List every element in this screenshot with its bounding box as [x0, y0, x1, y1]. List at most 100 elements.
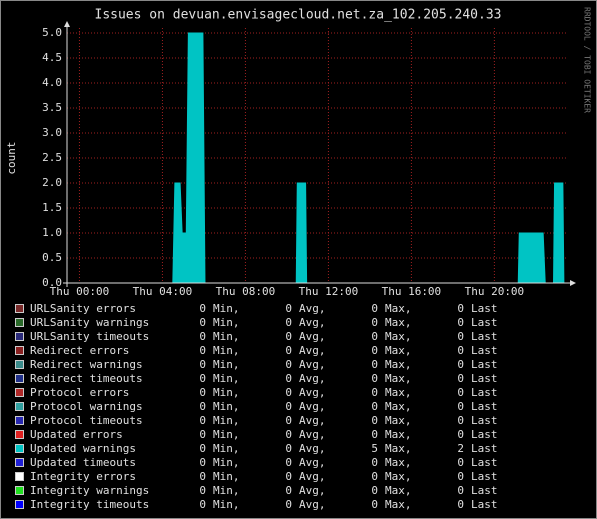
y-axis-arrow	[64, 21, 70, 27]
legend-min-label: Min,	[213, 470, 240, 483]
legend-max-value: 0	[371, 470, 378, 483]
y-tick-label: 2.5	[42, 151, 62, 164]
legend-avg-value: 0	[285, 400, 292, 413]
legend-max-value: 0	[371, 302, 378, 315]
legend-last-label: Last	[471, 358, 498, 371]
legend-avg-value: 0	[285, 456, 292, 469]
legend-max-value: 0	[371, 358, 378, 371]
legend-swatch	[15, 402, 24, 411]
legend-min-value: 0	[199, 456, 206, 469]
legend-min-label: Min,	[213, 428, 240, 441]
legend-avg-value: 0	[285, 330, 292, 343]
legend-last-label: Last	[471, 498, 498, 511]
legend-max-label: Max,	[385, 484, 412, 497]
y-tick-label: 4.0	[42, 76, 62, 89]
legend-min-value: 0	[199, 414, 206, 427]
legend-avg-label: Avg,	[299, 470, 326, 483]
legend-avg-value: 0	[285, 442, 292, 455]
legend-min-value: 0	[199, 302, 206, 315]
legend-name: Protocol errors	[30, 386, 129, 399]
legend-last-label: Last	[471, 414, 498, 427]
legend-max-value: 0	[371, 484, 378, 497]
legend-max-label: Max,	[385, 470, 412, 483]
legend-swatch	[15, 472, 24, 481]
legend-avg-label: Avg,	[299, 358, 326, 371]
legend-max-value: 0	[371, 400, 378, 413]
legend-name: Updated timeouts	[30, 456, 136, 469]
legend-max-label: Max,	[385, 428, 412, 441]
legend-last-value: 0	[457, 470, 464, 483]
legend-max-label: Max,	[385, 372, 412, 385]
legend-avg-value: 0	[285, 498, 292, 511]
legend-avg-label: Avg,	[299, 330, 326, 343]
x-tick-label: Thu 16:00	[382, 285, 442, 298]
legend-min-value: 0	[199, 498, 206, 511]
legend-name: Integrity errors	[30, 470, 136, 483]
legend-avg-label: Avg,	[299, 302, 326, 315]
legend-swatch	[15, 416, 24, 425]
legend-avg-label: Avg,	[299, 414, 326, 427]
y-tick-label: 3.0	[42, 126, 62, 139]
legend-swatch	[15, 360, 24, 369]
legend-avg-label: Avg,	[299, 344, 326, 357]
legend-avg-value: 0	[285, 302, 292, 315]
x-tick-label: Thu 12:00	[299, 285, 359, 298]
y-tick-label: 4.5	[42, 51, 62, 64]
legend-swatch	[15, 332, 24, 341]
legend-avg-label: Avg,	[299, 400, 326, 413]
legend-max-label: Max,	[385, 400, 412, 413]
legend-min-value: 0	[199, 344, 206, 357]
y-tick-label: 3.5	[42, 101, 62, 114]
legend-last-value: 0	[457, 498, 464, 511]
legend-name: Updated warnings	[30, 442, 136, 455]
legend-avg-label: Avg,	[299, 442, 326, 455]
legend-avg-value: 0	[285, 470, 292, 483]
legend-last-label: Last	[471, 400, 498, 413]
legend-max-value: 5	[371, 442, 378, 455]
legend-last-value: 0	[457, 386, 464, 399]
legend-max-label: Max,	[385, 456, 412, 469]
legend-avg-label: Avg,	[299, 428, 326, 441]
legend-last-label: Last	[471, 386, 498, 399]
x-tick-label: Thu 08:00	[216, 285, 276, 298]
legend-min-value: 0	[199, 386, 206, 399]
watermark: RRDTOOL / TOBI OETIKER	[583, 7, 592, 113]
legend-last-label: Last	[471, 484, 498, 497]
legend-last-value: 0	[457, 316, 464, 329]
legend-min-value: 0	[199, 358, 206, 371]
y-tick-label: 0.0	[42, 276, 62, 289]
legend-min-label: Min,	[213, 414, 240, 427]
legend-avg-label: Avg,	[299, 484, 326, 497]
legend-swatch	[15, 458, 24, 467]
legend-swatch	[15, 304, 24, 313]
legend-avg-value: 0	[285, 428, 292, 441]
x-tick-label: Thu 04:00	[133, 285, 193, 298]
legend-min-label: Min,	[213, 330, 240, 343]
legend-last-value: 2	[457, 442, 464, 455]
legend-name: Protocol warnings	[30, 400, 143, 413]
y-tick-label: 0.5	[42, 251, 62, 264]
legend-name: URLSanity errors	[30, 302, 136, 315]
legend-last-label: Last	[471, 428, 498, 441]
legend-name: Redirect errors	[30, 344, 129, 357]
legend-last-label: Last	[471, 470, 498, 483]
legend-last-label: Last	[471, 456, 498, 469]
y-tick-label: 1.0	[42, 226, 62, 239]
x-axis-arrow	[570, 280, 576, 286]
y-tick-label: 5.0	[42, 26, 62, 39]
legend-max-label: Max,	[385, 330, 412, 343]
legend-max-value: 0	[371, 316, 378, 329]
legend-min-value: 0	[199, 428, 206, 441]
legend-max-label: Max,	[385, 498, 412, 511]
legend-max-value: 0	[371, 428, 378, 441]
legend-min-value: 0	[199, 400, 206, 413]
legend-avg-value: 0	[285, 372, 292, 385]
legend-name: Protocol timeouts	[30, 414, 143, 427]
legend-min-label: Min,	[213, 372, 240, 385]
legend-last-label: Last	[471, 344, 498, 357]
legend-name: Redirect warnings	[30, 358, 143, 371]
legend-avg-label: Avg,	[299, 386, 326, 399]
legend-min-value: 0	[199, 484, 206, 497]
legend-swatch	[15, 444, 24, 453]
legend-min-label: Min,	[213, 400, 240, 413]
